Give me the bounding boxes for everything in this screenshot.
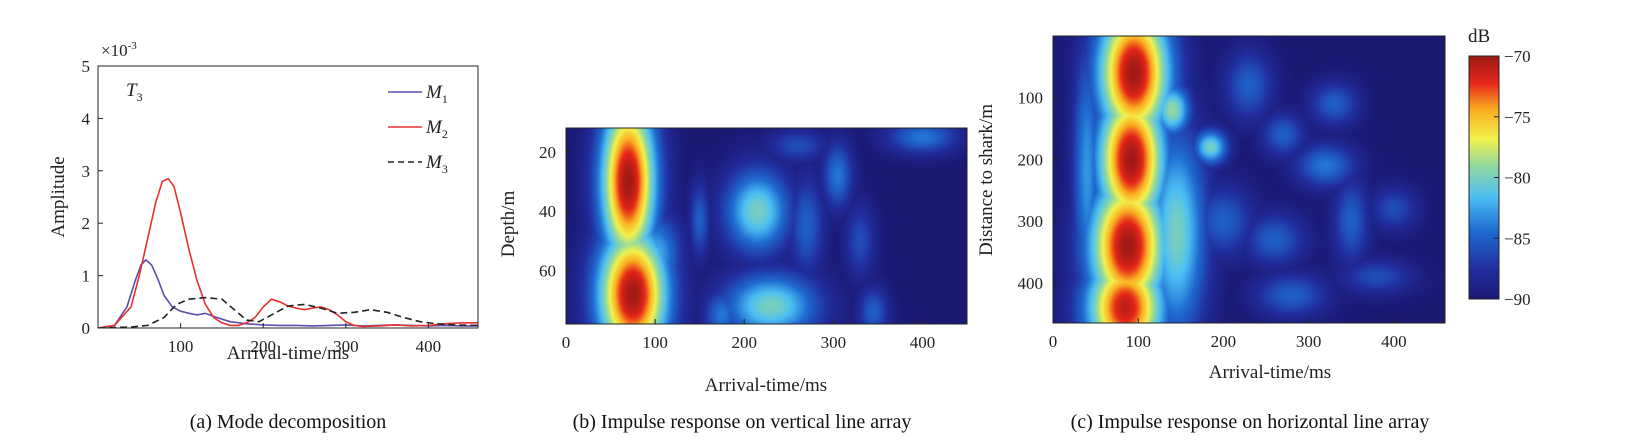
y-tick-label-a: 1	[82, 267, 91, 286]
caption-a: (a) Mode decomposition	[190, 411, 387, 433]
annotation-t3: T3	[126, 80, 143, 104]
x-tick-label-a: 100	[168, 337, 194, 356]
x-axis-label-c: Arrival-time/ms	[1209, 362, 1331, 383]
y-tick-label-c: 100	[1018, 89, 1044, 108]
x-tick-label-a: 200	[250, 337, 276, 356]
series-line-m3	[98, 296, 478, 328]
legend-a: M1 M2 M3	[388, 82, 448, 176]
x-axis-label-a: Arrival-time/ms	[227, 343, 349, 364]
legend-label-m1: M1	[425, 82, 448, 106]
y-tick-label-a: 2	[82, 214, 91, 233]
y-tick-label-a: 5	[82, 57, 91, 76]
y-axis-label-a: Amplitude	[48, 156, 69, 237]
series-line-m1	[98, 258, 478, 328]
caption-c: (c) Impulse response on horizontal line …	[1071, 411, 1430, 433]
x-tick-label-b: 400	[910, 333, 936, 352]
x-axis-label-b: Arrival-time/ms	[705, 375, 827, 396]
x-tick-label-a: 300	[333, 337, 359, 356]
colorbar-tick-label: −85	[1504, 229, 1531, 248]
caption-b: (b) Impulse response on vertical line ar…	[573, 411, 912, 433]
y-tick-label-a: 3	[82, 162, 91, 181]
x-tick-label-c: 200	[1211, 332, 1237, 351]
x-tick-label-b: 300	[821, 333, 847, 352]
y-tick-label-c: 400	[1018, 274, 1044, 293]
colorbar-tick-label: −80	[1504, 169, 1531, 188]
colorbar-tick-label: −75	[1504, 108, 1531, 127]
y-tick-label-b: 60	[539, 262, 556, 281]
y-tick-label-b: 40	[539, 202, 556, 221]
legend-label-m2: M2	[425, 117, 448, 141]
y-axis-label-b: Depth/m	[498, 191, 519, 258]
x-tick-label-a: 400	[416, 337, 442, 356]
y-tick-label-c: 300	[1018, 212, 1044, 231]
x-tick-label-c: 0	[1049, 332, 1058, 351]
x-tick-label-b: 200	[731, 333, 757, 352]
y-axis-label-c: Distance to shark/m	[976, 104, 997, 256]
colorbar-tick-label: −70	[1504, 47, 1531, 66]
panel-c: 0 100 200 300 400 100 200 300 400 Distance to sh…	[976, 26, 1531, 433]
x-tick-label-b: 0	[562, 333, 571, 352]
plot-frame-c	[1052, 35, 1446, 324]
series-line-m2	[98, 177, 478, 328]
x-tick-label-b: 100	[642, 333, 668, 352]
panel-a: 100 200 300 400 0 1 2 3 4 5 ×10-3 T3 Amplitude Ar…	[48, 40, 479, 433]
colorbar-label: dB	[1468, 26, 1490, 47]
y-tick-label-c: 200	[1018, 150, 1044, 169]
x-tick-label-c: 100	[1125, 332, 1151, 351]
exponent-label: ×10-3	[101, 40, 137, 60]
plot-frame-b	[565, 127, 968, 325]
heatmap-c	[1053, 36, 1445, 323]
plot-frame-a	[97, 65, 479, 329]
y-tick-label-b: 20	[539, 143, 556, 162]
x-tick-label-c: 300	[1296, 332, 1322, 351]
heatmap-b	[566, 128, 967, 324]
x-tick-label-c: 400	[1381, 332, 1407, 351]
y-tick-label-a: 0	[82, 319, 91, 338]
y-tick-label-a: 4	[82, 109, 91, 128]
legend-label-m3: M3	[425, 152, 448, 176]
colorbar-tick-label: −90	[1504, 290, 1531, 309]
panel-b: 0 100 200 300 400 20 40 60 Depth/m Arrival-time…	[498, 127, 968, 433]
